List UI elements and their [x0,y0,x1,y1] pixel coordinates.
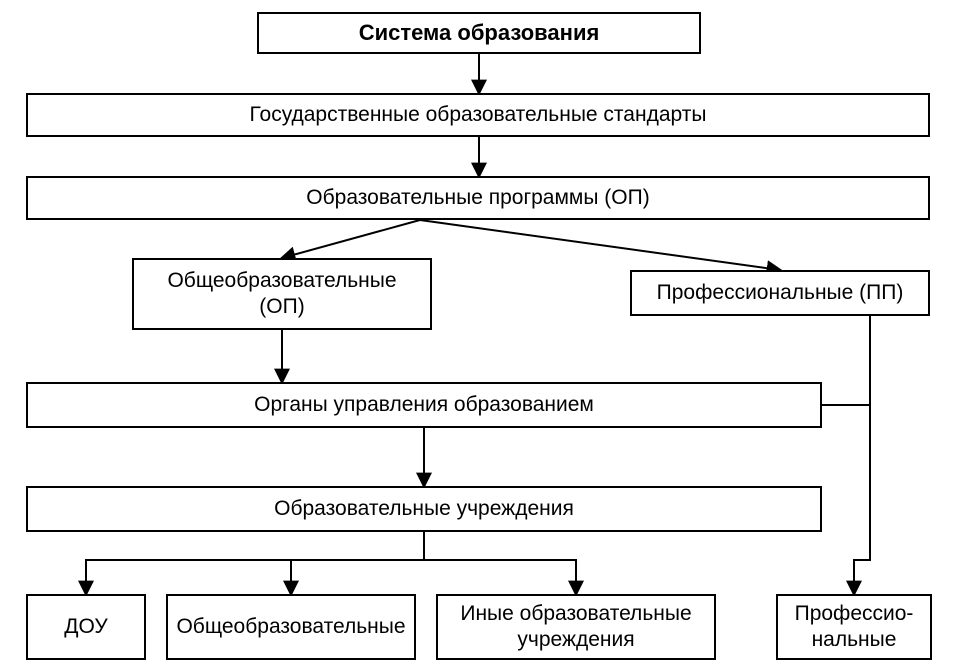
edge-3 [420,220,780,270]
node-label: Профессио- [795,601,914,627]
edge-6 [86,532,424,594]
node-label: нальные [812,627,897,653]
node-label: (ОП) [259,294,304,320]
node-n4: Общеобразовательные(ОП) [132,258,432,330]
node-n11: Профессио-нальные [776,594,932,660]
edge-2 [282,220,420,258]
node-n9: Общеобразовательные [166,594,416,660]
node-label: Образовательные программы (ОП) [306,185,649,211]
node-n1: Система образования [257,12,701,54]
node-label: Органы управления образованием [254,392,594,418]
edge-7 [291,532,424,594]
node-label: Государственные образовательные стандарт… [250,102,707,128]
node-n5: Профессиональные (ПП) [630,270,930,316]
edge-10 [854,405,870,594]
node-n8: ДОУ [26,594,146,660]
node-label: Профессиональные (ПП) [657,280,904,306]
node-label: Общеобразовательные [167,268,396,294]
node-n2: Государственные образовательные стандарт… [26,93,930,137]
node-n7: Образовательные учреждения [26,486,822,532]
node-label: учреждения [517,627,634,653]
node-n10: Иные образовательныеучреждения [436,594,716,660]
diagram-canvas: Система образования Государственные образ… [0,0,959,672]
node-label: Иные образовательные [460,601,691,627]
node-n3: Образовательные программы (ОП) [26,176,930,220]
edge-9 [822,316,870,405]
node-label: Общеобразовательные [176,614,405,640]
node-label: Образовательные учреждения [274,496,574,522]
node-label: Система образования [359,19,600,47]
node-label: ДОУ [64,614,107,640]
node-n6: Органы управления образованием [26,382,822,428]
edge-8 [424,532,576,594]
